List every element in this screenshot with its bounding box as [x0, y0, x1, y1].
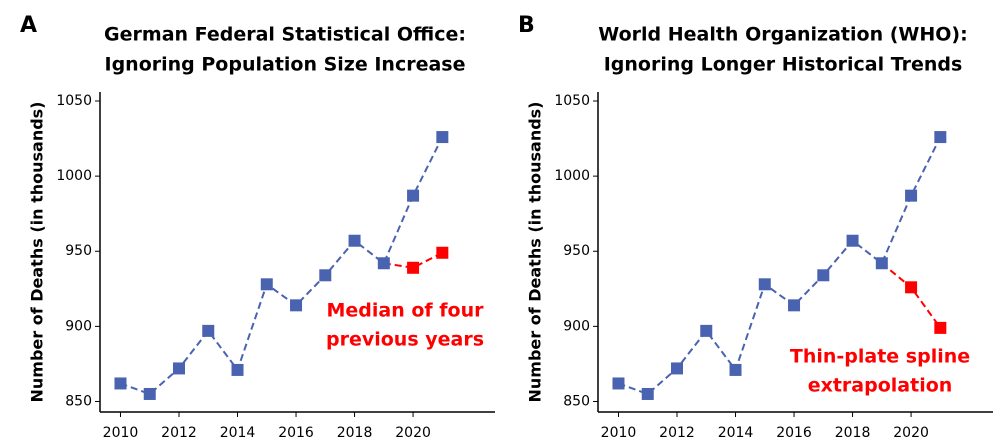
marker	[875, 257, 888, 270]
marker	[905, 281, 918, 294]
series-line	[618, 136, 942, 396]
series-line	[881, 262, 942, 329]
marker	[143, 387, 156, 400]
annotation: Median of four	[326, 300, 484, 322]
x-tick-label: 2016	[278, 425, 314, 441]
marker	[729, 363, 742, 376]
annotation: extrapolation	[808, 375, 953, 397]
y-tick-label: 850	[563, 393, 590, 409]
y-tick-label: 900	[65, 318, 92, 334]
y-tick-label: 1000	[554, 168, 590, 184]
marker	[290, 299, 303, 312]
marker	[758, 278, 771, 291]
x-tick-label: 2014	[718, 425, 754, 441]
marker	[700, 324, 713, 337]
y-tick-label: 900	[563, 318, 590, 334]
marker	[436, 131, 449, 144]
x-tick-label: 2018	[337, 425, 373, 441]
y-tick-label: 1000	[56, 168, 92, 184]
marker	[173, 362, 185, 375]
y-axis-label: Number of Deaths (in thousands)	[526, 102, 545, 403]
marker	[319, 269, 332, 282]
marker	[934, 131, 947, 144]
marker	[934, 321, 947, 334]
panel-label: A	[20, 13, 37, 38]
panel-label: B	[518, 13, 535, 38]
marker	[641, 387, 654, 400]
y-tick-label: 1050	[554, 93, 590, 109]
chart-title: Ignoring Population Size Increase	[105, 54, 466, 76]
series-line	[120, 136, 444, 396]
marker	[348, 234, 361, 247]
marker	[377, 257, 390, 270]
marker	[846, 234, 859, 247]
marker	[407, 189, 420, 202]
chart-title: German Federal Statistical Office:	[104, 24, 466, 46]
panel: B World Health Organization (WHO): Ignorin…	[518, 13, 993, 441]
marker	[202, 324, 215, 337]
x-tick-label: 2020	[893, 425, 929, 441]
y-tick-label: 850	[65, 393, 92, 409]
marker	[231, 363, 244, 376]
marker	[788, 299, 801, 312]
x-tick-label: 2020	[395, 425, 431, 441]
y-tick-label: 1050	[56, 93, 92, 109]
marker	[905, 189, 918, 202]
y-tick-label: 950	[563, 243, 590, 259]
marker	[671, 362, 683, 375]
x-tick-label: 2016	[776, 425, 812, 441]
x-tick-label: 2018	[835, 425, 871, 441]
x-tick-label: 2010	[601, 425, 637, 441]
marker	[407, 261, 420, 274]
x-tick-label: 2010	[103, 425, 139, 441]
marker	[612, 377, 625, 390]
x-tick-label: 2012	[161, 425, 197, 441]
marker	[817, 269, 830, 282]
marker	[260, 278, 273, 291]
annotation: previous years	[326, 329, 484, 351]
annotation: Thin-plate spline	[790, 346, 970, 368]
chart-title: World Health Organization (WHO):	[598, 24, 967, 46]
y-tick-label: 950	[65, 243, 92, 259]
x-tick-label: 2012	[659, 425, 695, 441]
panel: A German Federal Statistical Office: Ignor…	[20, 13, 495, 441]
marker	[436, 246, 449, 259]
chart-title: Ignoring Longer Historical Trends	[604, 54, 963, 76]
marker	[114, 377, 127, 390]
x-tick-label: 2014	[220, 425, 256, 441]
y-axis-label: Number of Deaths (in thousands)	[28, 102, 47, 403]
